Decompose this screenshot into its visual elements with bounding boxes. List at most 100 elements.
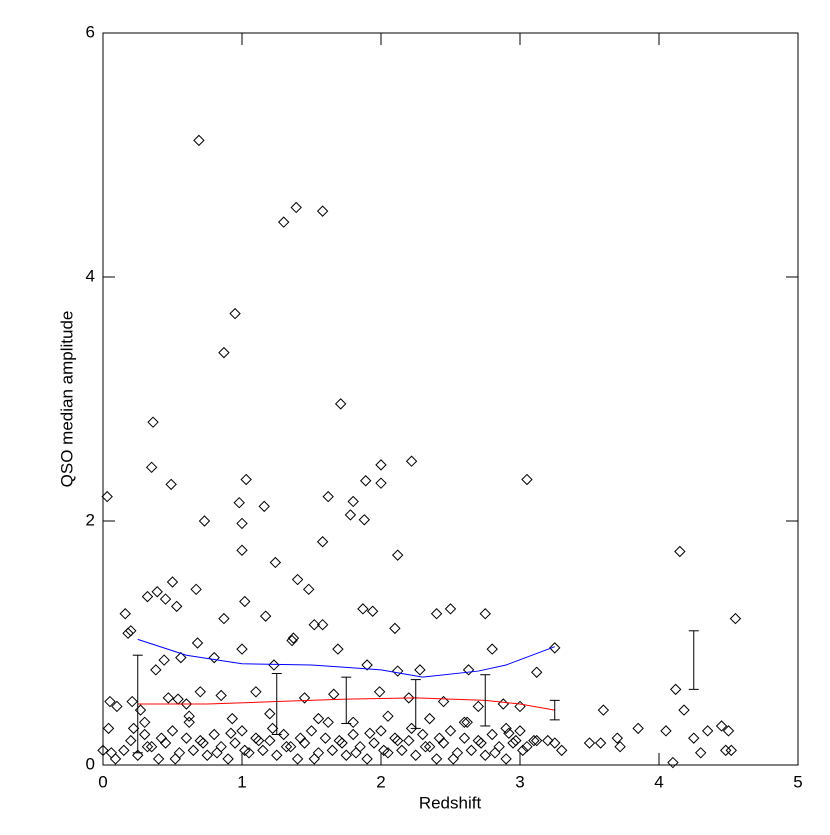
scatter-point xyxy=(268,659,280,671)
error-bar xyxy=(549,699,560,721)
scatter-point xyxy=(583,737,596,749)
scatter-point xyxy=(222,753,234,765)
y-tick-label: 4 xyxy=(86,266,95,285)
scatter-point xyxy=(503,727,515,739)
scatter-point xyxy=(190,583,202,596)
scatter-point xyxy=(147,416,159,428)
scatter-point xyxy=(236,517,248,530)
scatter-point xyxy=(290,201,302,214)
scatter-point xyxy=(284,740,297,753)
scatter-point xyxy=(368,737,380,749)
scatter-point xyxy=(250,686,262,698)
scatter-point xyxy=(373,686,386,698)
scatter-point xyxy=(475,737,487,749)
scatter-point xyxy=(305,725,318,737)
scatter-point xyxy=(419,740,432,753)
scatter-point xyxy=(447,753,459,765)
scatter-point xyxy=(514,725,526,737)
scatter-point xyxy=(403,734,415,747)
scatter-point xyxy=(347,716,359,729)
scatter-point xyxy=(391,549,404,561)
scatter-point xyxy=(193,134,205,147)
scatter-point xyxy=(489,747,501,759)
scatter-point xyxy=(109,753,122,765)
scatter-point xyxy=(611,732,624,744)
y-tick-label: 0 xyxy=(86,754,95,773)
scatter-point xyxy=(208,728,220,741)
scatter-point xyxy=(258,500,270,513)
plot-frame xyxy=(102,32,799,766)
error-bar xyxy=(688,630,699,690)
scatter-point xyxy=(500,753,512,765)
scatter-point xyxy=(451,747,464,759)
scatter-point xyxy=(266,722,279,735)
scatter-point xyxy=(361,753,373,765)
scatter-point xyxy=(101,490,113,503)
scatter-point xyxy=(416,728,429,741)
scatter-point xyxy=(269,556,282,569)
scatter-point xyxy=(280,740,293,753)
scatter-point xyxy=(357,603,369,615)
scatter-point xyxy=(430,753,443,765)
scatter-point xyxy=(437,737,450,749)
scatter-point xyxy=(215,689,227,702)
scatter-point xyxy=(497,698,510,710)
scatter-point xyxy=(215,740,227,753)
error-bar xyxy=(480,674,491,727)
scatter-point xyxy=(350,747,362,759)
scatter-point xyxy=(347,728,359,741)
scatter-point xyxy=(458,732,471,744)
error-bar xyxy=(410,679,421,729)
scatter-point xyxy=(378,744,390,757)
scatter-point xyxy=(166,725,179,737)
scatter-point xyxy=(312,712,325,725)
scatter-point xyxy=(172,693,184,705)
scatter-point xyxy=(287,632,300,644)
scatter-point xyxy=(632,722,644,735)
scatter-point xyxy=(208,651,220,664)
scatter-point xyxy=(191,637,204,649)
scatter-point xyxy=(340,749,352,761)
scatter-point xyxy=(549,737,561,749)
scatter-point xyxy=(141,740,154,753)
scatter-point xyxy=(158,654,170,666)
x-axis-label: Redshift xyxy=(419,793,482,812)
scatter-point xyxy=(240,473,252,486)
scatter-point xyxy=(236,544,248,556)
scatter-point xyxy=(403,692,415,704)
scatter-point xyxy=(183,716,195,729)
scatter-point xyxy=(729,612,742,625)
scatter-point xyxy=(430,608,443,620)
scatter-point xyxy=(308,618,320,631)
scatter-point xyxy=(364,727,376,739)
scatter-point xyxy=(180,732,193,744)
error-bar xyxy=(341,676,352,725)
scatter-point xyxy=(316,618,329,631)
error-bar xyxy=(271,673,282,735)
scatter-point xyxy=(322,716,334,729)
scatter-point xyxy=(423,740,436,753)
scatter-point xyxy=(722,725,735,737)
scatter-point xyxy=(294,732,307,744)
scatter-point xyxy=(180,698,193,710)
scatter-point xyxy=(472,700,485,713)
scatter-point xyxy=(461,716,473,729)
x-tick-label: 1 xyxy=(237,772,246,791)
scatter-point xyxy=(257,744,269,757)
scatter-point xyxy=(375,725,387,737)
scatter-point xyxy=(410,749,422,761)
scatter-point xyxy=(218,346,230,359)
scatter-point xyxy=(141,590,154,603)
scatter-point xyxy=(259,610,272,622)
x-tick-label: 4 xyxy=(654,772,663,791)
scatter-point xyxy=(347,495,359,508)
scatter-point xyxy=(125,734,137,747)
scatter-point xyxy=(358,514,371,526)
scatter-point xyxy=(517,744,529,757)
scatter-point xyxy=(316,205,329,217)
scatter-point xyxy=(594,737,607,749)
scatter-point xyxy=(549,642,561,654)
scatter-point xyxy=(678,704,690,716)
scatter-point xyxy=(597,704,610,716)
scatter-point xyxy=(226,712,238,725)
